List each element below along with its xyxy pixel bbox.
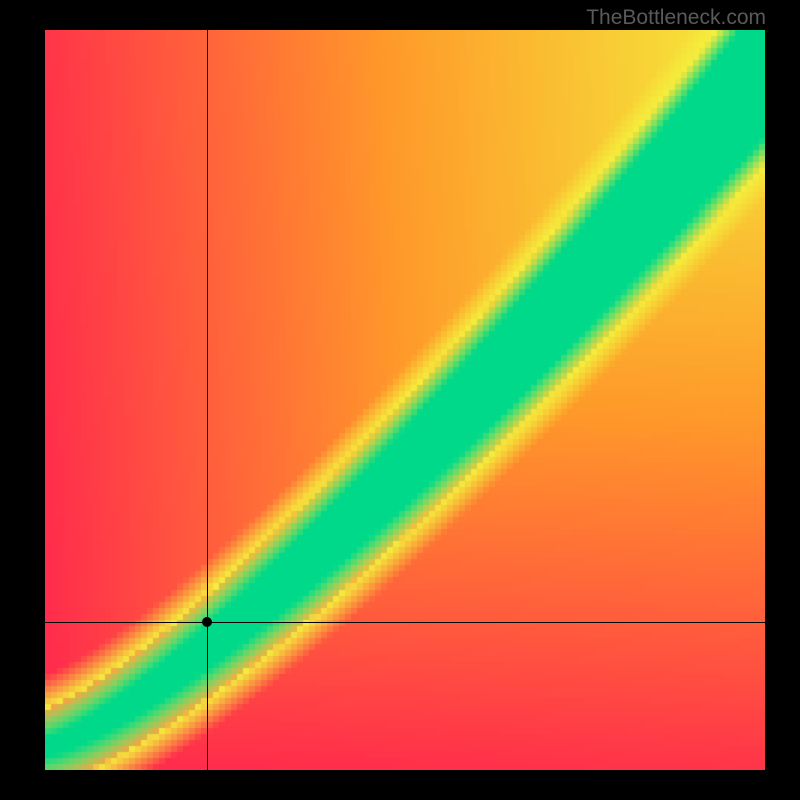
heatmap-canvas xyxy=(45,30,765,770)
crosshair-marker xyxy=(202,617,212,627)
bottleneck-heatmap xyxy=(45,30,765,770)
crosshair-vertical xyxy=(207,30,208,770)
crosshair-horizontal xyxy=(45,622,765,623)
watermark-text: TheBottleneck.com xyxy=(586,6,766,30)
